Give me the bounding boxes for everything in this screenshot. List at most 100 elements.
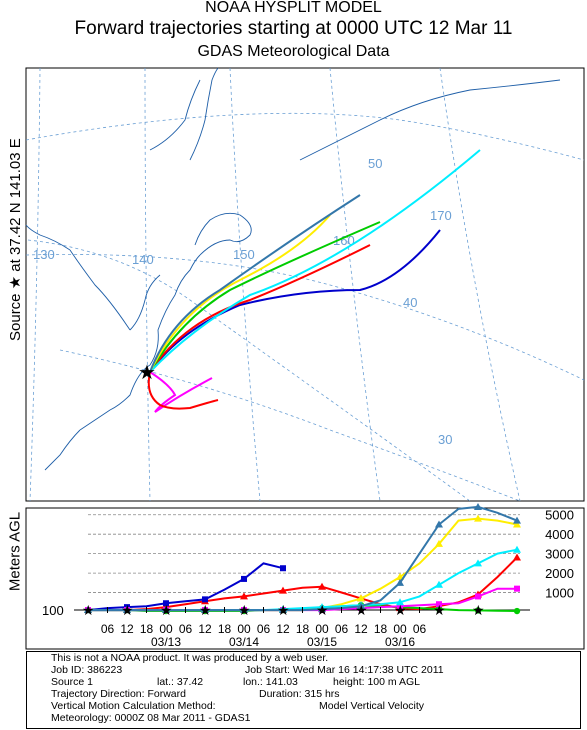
x-tick-label: 18 <box>218 622 232 636</box>
x-tick-label: 12 <box>276 622 290 636</box>
map-trajectory-red-loop <box>147 371 219 410</box>
x-tick-label: 00 <box>159 622 173 636</box>
map-trajectory-steelblue <box>149 194 361 373</box>
lon-label-150: 150 <box>233 247 255 262</box>
series-point <box>397 603 403 610</box>
source-star-marker: ★ <box>238 602 251 618</box>
x-tick-label: 00 <box>237 622 251 636</box>
series-point <box>513 520 521 528</box>
y-tick-label: 1000 <box>545 586 574 601</box>
map-trajectory-green <box>149 221 381 373</box>
x-tick-label: 06 <box>101 622 115 636</box>
series-point <box>436 601 442 608</box>
x-tick-label: 18 <box>296 622 310 636</box>
coastlines <box>25 67 561 471</box>
series-point <box>435 580 443 588</box>
series-point <box>202 596 208 603</box>
coast-mainland <box>25 224 71 251</box>
x-tick-label: 12 <box>354 622 368 636</box>
footer-duration: Duration: 315 hrs <box>259 688 340 700</box>
coast-hokkaido <box>194 212 252 256</box>
series-line-1 <box>87 562 284 612</box>
series-point <box>84 606 92 614</box>
source-star-marker: ★ <box>160 602 173 618</box>
source-star-marker: ★ <box>199 602 212 618</box>
y-tick-label: 3000 <box>545 547 574 562</box>
source-star-marker: ★ <box>82 602 95 618</box>
source-star-marker: ★ <box>316 602 329 618</box>
series-point <box>513 553 521 561</box>
lon-label-160: 160 <box>333 233 355 248</box>
footer-source: Source 1 <box>51 676 94 688</box>
lon-label-130: 130 <box>33 247 55 262</box>
map-trajectory-cyan <box>149 149 481 373</box>
coast-korea <box>69 249 131 331</box>
footer-height: height: 100 m AGL <box>333 676 420 688</box>
series-point <box>241 575 247 582</box>
coast-honshu-east <box>149 254 201 366</box>
latitude-line-50 <box>25 112 585 161</box>
date-label: 03/13 <box>151 635 181 649</box>
longitude-line-130 <box>29 67 41 502</box>
source-star-marker: ★ <box>121 602 134 618</box>
date-label: 03/16 <box>385 635 415 649</box>
series-point <box>318 582 326 590</box>
series-point <box>474 607 482 614</box>
footer-lat: lat.: 37.42 <box>157 676 204 688</box>
graticule <box>25 67 585 502</box>
coast-honshu-south <box>79 364 151 431</box>
coast-sakhalin <box>189 67 219 161</box>
latitude-line-40 <box>25 253 585 381</box>
x-tick-label: 06 <box>413 622 427 636</box>
lat-label-40: 40 <box>403 295 417 310</box>
lon-label-140: 140 <box>132 252 154 267</box>
figure-canvas: 50 40 30 130 140 150 160 170 ★ 500040003… <box>25 67 585 650</box>
series-point <box>279 586 287 594</box>
series-point <box>435 539 443 547</box>
x-tick-label: 06 <box>257 622 271 636</box>
x-tick-label: 12 <box>120 622 134 636</box>
longitude-line-150 <box>229 67 261 502</box>
map-trajectory-yellow <box>149 214 331 373</box>
coast-kyushu <box>44 429 81 471</box>
source-star-icon: ★ <box>138 362 156 384</box>
map-trajectory-red <box>149 244 371 373</box>
series-point <box>474 514 482 522</box>
height-frame <box>25 507 585 650</box>
lon-label-170: 170 <box>430 208 452 223</box>
series-point <box>513 545 521 553</box>
longitude-line-170 <box>439 67 521 502</box>
footer-job-start: Job Start: Wed Mar 16 14:17:38 UTC 2011 <box>245 664 444 676</box>
map-frame <box>25 67 585 502</box>
coast-kamchatka <box>299 79 561 161</box>
source-star-marker: ★ <box>433 602 446 618</box>
map-panel: 50 40 30 130 140 150 160 170 ★ <box>25 67 585 502</box>
footer-vertical-method: Vertical Motion Calculation Method: <box>51 700 216 712</box>
y-tick-label: 2000 <box>545 566 574 581</box>
footer-job-id: Job ID: 386223 <box>51 664 123 676</box>
series-point <box>163 600 169 607</box>
x-tick-label: 06 <box>179 622 193 636</box>
series-point <box>514 585 520 592</box>
coast-siberia <box>149 79 201 151</box>
x-tick-label: 00 <box>315 622 329 636</box>
x-tick-label: 06 <box>335 622 349 636</box>
footer-direction: Trajectory Direction: Forward <box>51 688 186 700</box>
footer-vertical-model: Model Vertical Velocity <box>319 700 425 712</box>
source-star-marker: ★ <box>277 602 290 618</box>
title-model: NOAA HYSPLIT MODEL <box>205 0 382 16</box>
series-point <box>513 607 521 615</box>
date-label: 03/14 <box>229 635 259 649</box>
series-point <box>435 605 443 613</box>
lat-label-50: 50 <box>368 156 382 171</box>
series-point <box>240 592 248 600</box>
y-tick-label: 4000 <box>545 527 574 542</box>
lat-label-30: 30 <box>438 432 452 447</box>
x-tick-label: 18 <box>140 622 154 636</box>
footer-lon: lon.: 141.03 <box>243 676 298 688</box>
y-tick-label: 5000 <box>545 508 574 523</box>
series-point <box>474 559 482 567</box>
latitude-line-35 <box>27 239 471 502</box>
